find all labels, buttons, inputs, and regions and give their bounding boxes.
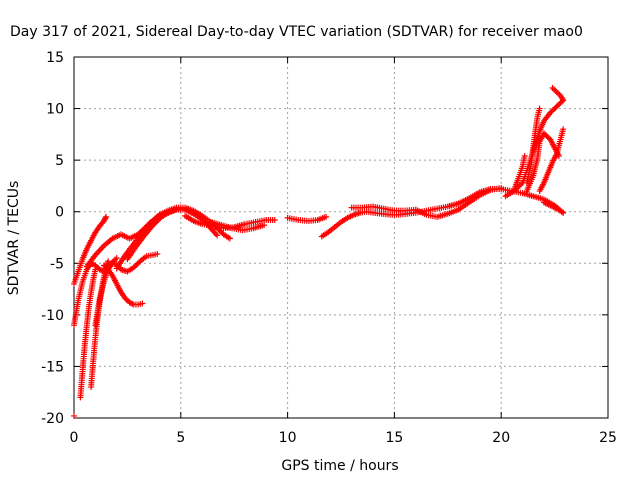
data-point bbox=[139, 300, 146, 307]
series-arc-19 bbox=[523, 105, 543, 186]
y-tick-label: 10 bbox=[46, 102, 64, 118]
series-arc-1 bbox=[71, 213, 110, 287]
data-point bbox=[536, 105, 543, 112]
series-arc-22 bbox=[71, 412, 77, 419]
plot-frame bbox=[73, 56, 609, 419]
data-point bbox=[560, 209, 567, 216]
data-point bbox=[113, 255, 120, 262]
x-tick-label: 5 bbox=[176, 430, 185, 446]
data-point bbox=[549, 84, 556, 91]
x-tick-label: 15 bbox=[385, 430, 403, 446]
series-arc-14 bbox=[348, 184, 505, 220]
data-point bbox=[129, 300, 136, 307]
series-arc-3 bbox=[77, 266, 99, 401]
y-tick-label: 0 bbox=[55, 205, 64, 221]
data-point bbox=[559, 95, 566, 102]
series-arc-12 bbox=[284, 213, 330, 224]
x-tick-label: 0 bbox=[70, 430, 79, 446]
data-point bbox=[271, 216, 278, 223]
data-point bbox=[102, 215, 109, 222]
series-arc-5 bbox=[92, 251, 161, 329]
y-tick-label: -5 bbox=[50, 256, 64, 272]
data-point bbox=[323, 213, 330, 220]
series-arc-6 bbox=[100, 262, 146, 308]
series-arc-21 bbox=[540, 199, 567, 216]
y-tick-label: -15 bbox=[41, 359, 64, 375]
series-arc-11 bbox=[207, 219, 268, 234]
data-point bbox=[261, 222, 268, 229]
x-tick-label: 10 bbox=[279, 430, 297, 446]
data-point bbox=[521, 153, 528, 160]
y-tick-label: 5 bbox=[55, 153, 64, 169]
y-tick-label: -20 bbox=[41, 411, 64, 427]
data-point bbox=[112, 256, 119, 263]
data-point bbox=[552, 87, 559, 94]
series-arc-10 bbox=[182, 212, 278, 232]
data-point bbox=[105, 258, 112, 265]
data-point bbox=[71, 412, 77, 419]
data-point bbox=[92, 266, 99, 273]
series-arc-9 bbox=[124, 205, 221, 263]
data-point bbox=[226, 235, 233, 242]
axis-ticks: 0 5 10 15 20 25 -20 -15 -10 -5 0 5 10 15 bbox=[41, 50, 617, 446]
data-point bbox=[154, 251, 161, 258]
chart-title: Day 317 of 2021, Sidereal Day-to-day VTE… bbox=[10, 24, 583, 40]
data-point bbox=[214, 232, 221, 239]
x-axis-label: GPS time / hours bbox=[281, 458, 398, 474]
series-arc-18 bbox=[536, 126, 567, 195]
series-arc-16 bbox=[511, 153, 528, 194]
data-point bbox=[103, 213, 110, 220]
data-point bbox=[560, 126, 567, 133]
data-point bbox=[560, 97, 567, 104]
series-arc-20 bbox=[549, 84, 567, 104]
x-tick-label: 20 bbox=[492, 430, 510, 446]
data-point bbox=[555, 90, 562, 97]
grid bbox=[74, 57, 608, 418]
y-axis-label: SDTVAR / TECUs bbox=[6, 181, 22, 296]
data-marks bbox=[71, 84, 567, 419]
data-point bbox=[553, 89, 560, 96]
data-point bbox=[498, 184, 505, 191]
data-point bbox=[550, 86, 557, 93]
x-tick-label: 25 bbox=[599, 430, 617, 446]
y-tick-label: 15 bbox=[46, 50, 64, 66]
y-tick-label: -10 bbox=[41, 308, 64, 324]
